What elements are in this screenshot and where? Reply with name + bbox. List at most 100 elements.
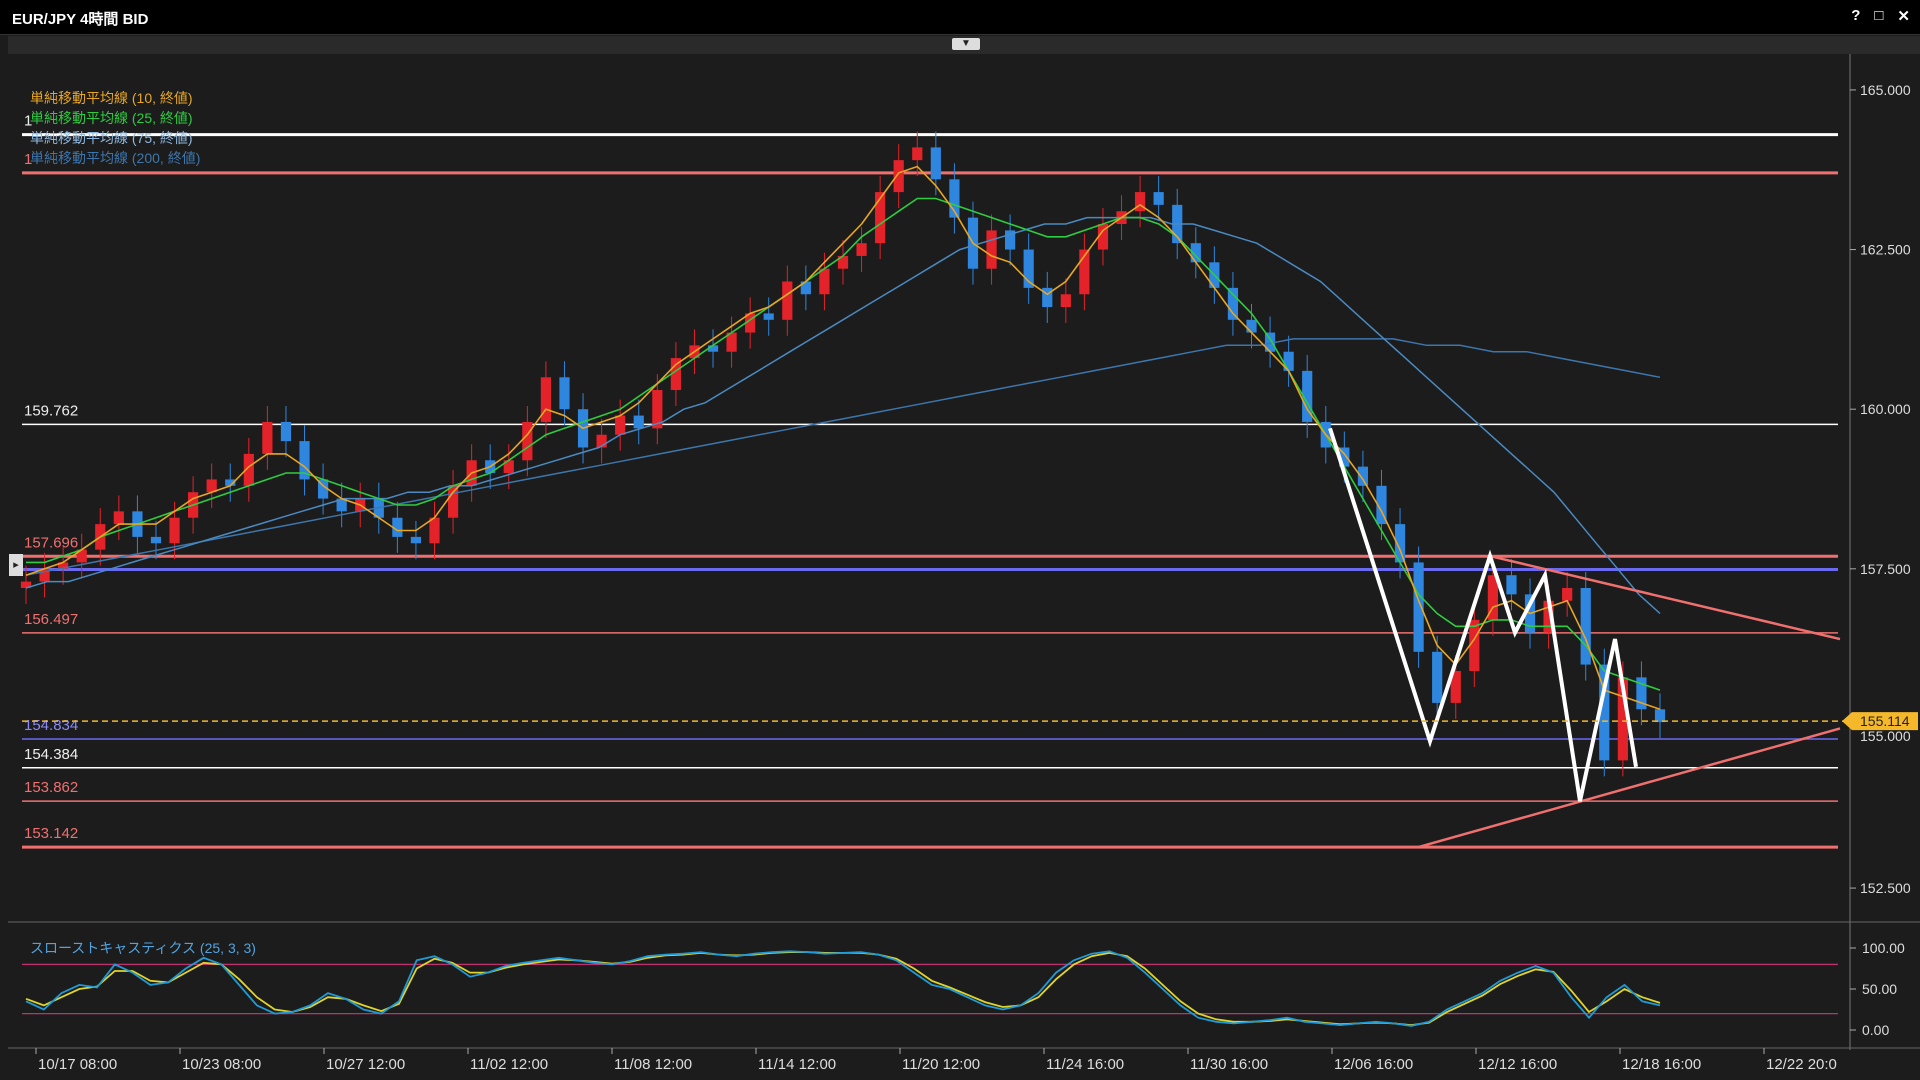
collapse-toolbar-button[interactable]: ▼ (952, 38, 980, 50)
x-tick-label: 11/02 12:00 (470, 1056, 548, 1073)
candle-body (392, 517, 403, 537)
candle-body (58, 562, 69, 569)
candle-body (1636, 677, 1647, 710)
ma-legend: 単純移動平均線 (10, 終値) 単純移動平均線 (25, 終値) 単純移動平均… (30, 88, 200, 168)
stoch-tick-label: 100.00 (1862, 940, 1905, 956)
candle-body (912, 147, 923, 161)
candle-body (596, 434, 607, 448)
candle-body (206, 479, 217, 493)
x-tick-label: 11/14 12:00 (758, 1056, 836, 1073)
candle-body (1376, 485, 1387, 525)
sma200-line (25, 338, 1661, 576)
expand-panel-button[interactable]: ▸ (9, 554, 23, 576)
candle-body (1654, 709, 1666, 723)
overlapped-price-label: 155.000 (1860, 728, 1911, 744)
legend-sma10: 単純移動平均線 (10, 終値) (30, 90, 193, 106)
window-title: EUR/JPY 4時間 BID (12, 11, 149, 28)
x-tick-label: 12/06 16:00 (1334, 1056, 1413, 1073)
candle-body (1394, 524, 1406, 563)
x-tick-label: 12/22 20:0 (1766, 1056, 1837, 1073)
candle-body (1060, 294, 1071, 308)
y-tick-label: 162.500 (1860, 242, 1911, 258)
help-icon[interactable]: ? (1851, 7, 1861, 24)
candle-body (1153, 192, 1164, 205)
legend-sma75: 単純移動平均線 (75, 終値) (30, 130, 193, 146)
triangle-lower-line (1417, 727, 1841, 849)
candle-body (76, 549, 87, 563)
candle-body (1246, 319, 1257, 333)
y-tick-label: 160.000 (1860, 401, 1911, 417)
candle-body (893, 160, 904, 193)
candle-body (225, 479, 236, 486)
candle-body (707, 345, 719, 352)
horizontal-level-label: 1 (24, 113, 32, 130)
candle-body (1283, 351, 1294, 371)
horizontal-level-label: 156.497 (24, 611, 78, 628)
candle-body (299, 441, 310, 480)
candle-body (1432, 651, 1443, 703)
candle-body (1562, 587, 1573, 601)
candle-body (1042, 287, 1053, 308)
candle-body (1339, 447, 1350, 467)
candle-body (540, 377, 552, 422)
legend-sma25: 単純移動平均線 (25, 終値) (30, 110, 193, 126)
candle-body (1097, 224, 1109, 250)
candle-body (243, 453, 254, 486)
y-tick-label: 157.500 (1860, 561, 1911, 577)
zigzag-pattern-line (1328, 427, 1638, 802)
candle-body (1190, 243, 1201, 263)
close-icon[interactable]: ✕ (1897, 8, 1910, 25)
candle-body (1134, 192, 1146, 212)
horizontal-level-label: 153.142 (24, 825, 78, 842)
horizontal-level-label: 1 (24, 151, 32, 168)
candle-body (1413, 562, 1424, 652)
y-tick-label: 165.000 (1860, 82, 1911, 98)
legend-sma200: 単純移動平均線 (200, 終値) (30, 150, 201, 166)
current-price-label: 155.114 (1860, 713, 1910, 729)
chart-background (8, 54, 1920, 1080)
candle-body (20, 581, 32, 588)
candle-body (856, 243, 867, 256)
horizontal-level-label: 159.762 (24, 402, 78, 419)
candle-body (1617, 677, 1628, 761)
candle-body (1357, 466, 1369, 486)
candle-body (726, 332, 737, 352)
candle-body (317, 479, 329, 499)
candle-body (559, 377, 570, 410)
candle-body (1469, 619, 1480, 671)
y-tick-label: 152.500 (1860, 880, 1911, 896)
candle-body (1302, 370, 1313, 422)
sma10-line (25, 165, 1661, 711)
candle-body (280, 421, 292, 442)
candle-body (875, 192, 886, 244)
candle-body (986, 230, 997, 269)
candle-body (1264, 332, 1276, 352)
candle-body (503, 460, 514, 474)
horizontal-level-label: 153.862 (24, 779, 78, 796)
x-tick-label: 10/17 08:00 (38, 1056, 117, 1073)
candle-body (633, 415, 644, 429)
stochastic-label: スローストキャスティクス (25, 3, 3) (30, 940, 256, 956)
candle-body (1450, 670, 1461, 703)
horizontal-level-label: 154.834 (24, 717, 78, 734)
candle-body (949, 179, 960, 218)
candle-body (1079, 249, 1090, 295)
current-price-tag (1842, 712, 1918, 731)
candle-body (819, 268, 830, 295)
x-tick-label: 11/20 12:00 (902, 1056, 980, 1073)
candle-body (1005, 230, 1016, 250)
candle-body (782, 281, 793, 320)
candle-body (1543, 600, 1554, 633)
x-tick-label: 10/23 08:00 (182, 1056, 261, 1073)
x-tick-label: 12/18 16:00 (1622, 1056, 1701, 1073)
maximize-icon[interactable]: □ (1874, 7, 1884, 24)
window-titlebar: EUR/JPY 4時間 BID ? □ ✕ (0, 0, 1920, 35)
candle-body (1599, 664, 1610, 761)
candle-body (1227, 287, 1239, 320)
triangle-upper-line (1489, 554, 1841, 641)
candle-body (39, 568, 50, 582)
candle-body (1487, 575, 1498, 620)
candle-body (150, 536, 162, 544)
candle-body (1023, 249, 1034, 288)
